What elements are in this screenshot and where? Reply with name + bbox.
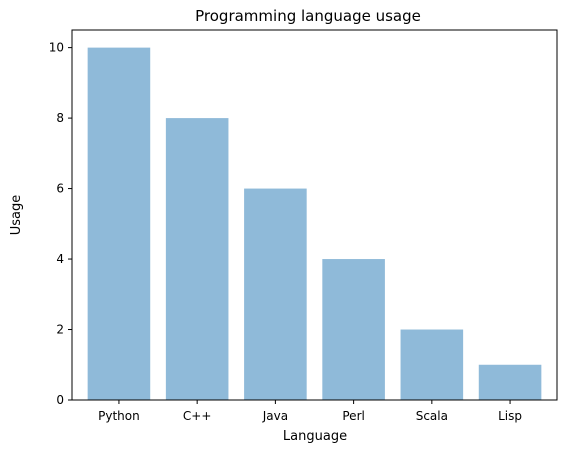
bar-python: [87, 47, 151, 400]
x-axis-label: Language: [283, 429, 347, 444]
x-tick-label: C++: [183, 409, 212, 423]
y-tick-label: 10: [49, 41, 64, 55]
plot-frame: [71, 29, 558, 401]
y-tick-label: 4: [56, 252, 64, 266]
x-tick-label: Scala: [416, 409, 448, 423]
y-tick-label: 2: [56, 323, 64, 337]
x-tick-label: Lisp: [498, 409, 522, 423]
bar-lisp: [478, 364, 542, 400]
bar-scala: [400, 329, 464, 400]
y-tick-label: 8: [56, 111, 64, 125]
y-tick-label: 0: [56, 393, 64, 407]
bar-java: [244, 188, 307, 400]
chart-title: Programming language usage: [195, 7, 421, 25]
bars-group: [87, 47, 542, 400]
bar-perl: [322, 259, 385, 400]
x-tick-label: Python: [98, 409, 140, 423]
x-tick-label: Java: [262, 409, 288, 423]
y-axis-ticks: 0 2 4 6 8 10: [49, 41, 72, 407]
x-tick-label: Perl: [342, 409, 364, 423]
y-tick-label: 6: [56, 182, 64, 196]
bar-c: [165, 118, 229, 400]
x-axis-ticks: Python C++ Java Perl Scala Lisp: [98, 400, 522, 423]
y-axis-label: Usage: [9, 195, 24, 236]
